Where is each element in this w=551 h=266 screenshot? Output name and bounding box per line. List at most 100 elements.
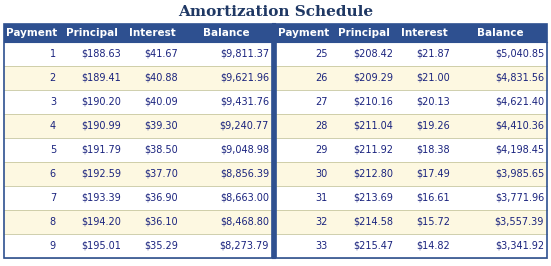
Text: $3,557.39: $3,557.39 — [495, 217, 544, 227]
Text: 32: 32 — [316, 217, 328, 227]
Text: 27: 27 — [316, 97, 328, 107]
Text: 26: 26 — [316, 73, 328, 83]
Text: $8,663.00: $8,663.00 — [220, 193, 269, 203]
Text: $4,831.56: $4,831.56 — [495, 73, 544, 83]
Bar — [4, 186, 272, 210]
Text: $36.90: $36.90 — [144, 193, 178, 203]
Text: $16.61: $16.61 — [417, 193, 450, 203]
Text: Payment: Payment — [278, 28, 329, 38]
Text: $8,273.79: $8,273.79 — [220, 241, 269, 251]
Bar — [276, 186, 547, 210]
Text: 25: 25 — [316, 49, 328, 59]
Text: $209.29: $209.29 — [353, 73, 393, 83]
Text: Balance: Balance — [203, 28, 250, 38]
Text: $214.58: $214.58 — [353, 217, 393, 227]
Text: Amortization Schedule: Amortization Schedule — [178, 5, 373, 19]
Text: $18.38: $18.38 — [417, 145, 450, 155]
Text: Interest: Interest — [129, 28, 176, 38]
Bar — [4, 162, 272, 186]
Text: $19.26: $19.26 — [416, 121, 450, 131]
Text: Principal: Principal — [338, 28, 390, 38]
Bar — [4, 42, 272, 66]
Text: Interest: Interest — [401, 28, 448, 38]
Text: $14.82: $14.82 — [416, 241, 450, 251]
Bar — [276, 24, 547, 258]
Text: $21.00: $21.00 — [416, 73, 450, 83]
Bar — [4, 24, 272, 42]
Text: $40.09: $40.09 — [144, 97, 178, 107]
Text: $210.16: $210.16 — [353, 97, 393, 107]
Text: $193.39: $193.39 — [81, 193, 121, 203]
Text: $9,811.37: $9,811.37 — [220, 49, 269, 59]
Text: Payment: Payment — [6, 28, 57, 38]
Text: 3: 3 — [50, 97, 56, 107]
Text: 7: 7 — [50, 193, 56, 203]
Text: $195.01: $195.01 — [81, 241, 121, 251]
Text: $188.63: $188.63 — [81, 49, 121, 59]
Text: Principal: Principal — [66, 28, 117, 38]
Text: $20.13: $20.13 — [416, 97, 450, 107]
Text: $191.79: $191.79 — [81, 145, 121, 155]
Text: $4,621.40: $4,621.40 — [495, 97, 544, 107]
Text: $211.04: $211.04 — [353, 121, 393, 131]
Text: $211.92: $211.92 — [353, 145, 393, 155]
Text: $3,985.65: $3,985.65 — [495, 169, 544, 179]
Text: $190.99: $190.99 — [81, 121, 121, 131]
Bar — [276, 66, 547, 90]
Text: 33: 33 — [316, 241, 328, 251]
Text: $212.80: $212.80 — [353, 169, 393, 179]
Bar — [276, 210, 547, 234]
Bar — [4, 66, 272, 90]
Text: $192.59: $192.59 — [81, 169, 121, 179]
Text: $9,621.96: $9,621.96 — [220, 73, 269, 83]
Text: $208.42: $208.42 — [353, 49, 393, 59]
Bar — [4, 24, 272, 258]
Text: $9,048.98: $9,048.98 — [220, 145, 269, 155]
Bar — [276, 24, 547, 42]
Text: $189.41: $189.41 — [81, 73, 121, 83]
Bar — [276, 114, 547, 138]
Text: Balance: Balance — [477, 28, 523, 38]
Text: 9: 9 — [50, 241, 56, 251]
Text: $4,198.45: $4,198.45 — [495, 145, 544, 155]
Bar — [276, 162, 547, 186]
Text: $194.20: $194.20 — [81, 217, 121, 227]
Text: $3,771.96: $3,771.96 — [495, 193, 544, 203]
Text: $35.29: $35.29 — [144, 241, 178, 251]
Text: 30: 30 — [316, 169, 328, 179]
Text: $38.50: $38.50 — [144, 145, 178, 155]
Text: $17.49: $17.49 — [416, 169, 450, 179]
Text: 1: 1 — [50, 49, 56, 59]
Bar — [4, 234, 272, 258]
Text: $213.69: $213.69 — [353, 193, 393, 203]
Text: $21.87: $21.87 — [416, 49, 450, 59]
Bar — [4, 138, 272, 162]
Text: 8: 8 — [50, 217, 56, 227]
Text: $190.20: $190.20 — [81, 97, 121, 107]
Text: $41.67: $41.67 — [144, 49, 178, 59]
Bar — [4, 114, 272, 138]
Bar — [276, 90, 547, 114]
Text: 31: 31 — [316, 193, 328, 203]
Text: 28: 28 — [316, 121, 328, 131]
Text: $3,341.92: $3,341.92 — [495, 241, 544, 251]
Text: $9,431.76: $9,431.76 — [220, 97, 269, 107]
Bar — [276, 138, 547, 162]
Text: 6: 6 — [50, 169, 56, 179]
Text: $5,040.85: $5,040.85 — [495, 49, 544, 59]
Bar — [276, 42, 547, 66]
Text: 2: 2 — [50, 73, 56, 83]
Text: $36.10: $36.10 — [144, 217, 178, 227]
Text: $15.72: $15.72 — [416, 217, 450, 227]
Text: $40.88: $40.88 — [144, 73, 178, 83]
Text: 4: 4 — [50, 121, 56, 131]
Bar — [276, 234, 547, 258]
Text: $39.30: $39.30 — [144, 121, 178, 131]
Bar — [4, 90, 272, 114]
Text: $4,410.36: $4,410.36 — [495, 121, 544, 131]
Bar — [4, 210, 272, 234]
Text: 5: 5 — [50, 145, 56, 155]
Text: $37.70: $37.70 — [144, 169, 178, 179]
Text: $8,856.39: $8,856.39 — [220, 169, 269, 179]
Text: $215.47: $215.47 — [353, 241, 393, 251]
